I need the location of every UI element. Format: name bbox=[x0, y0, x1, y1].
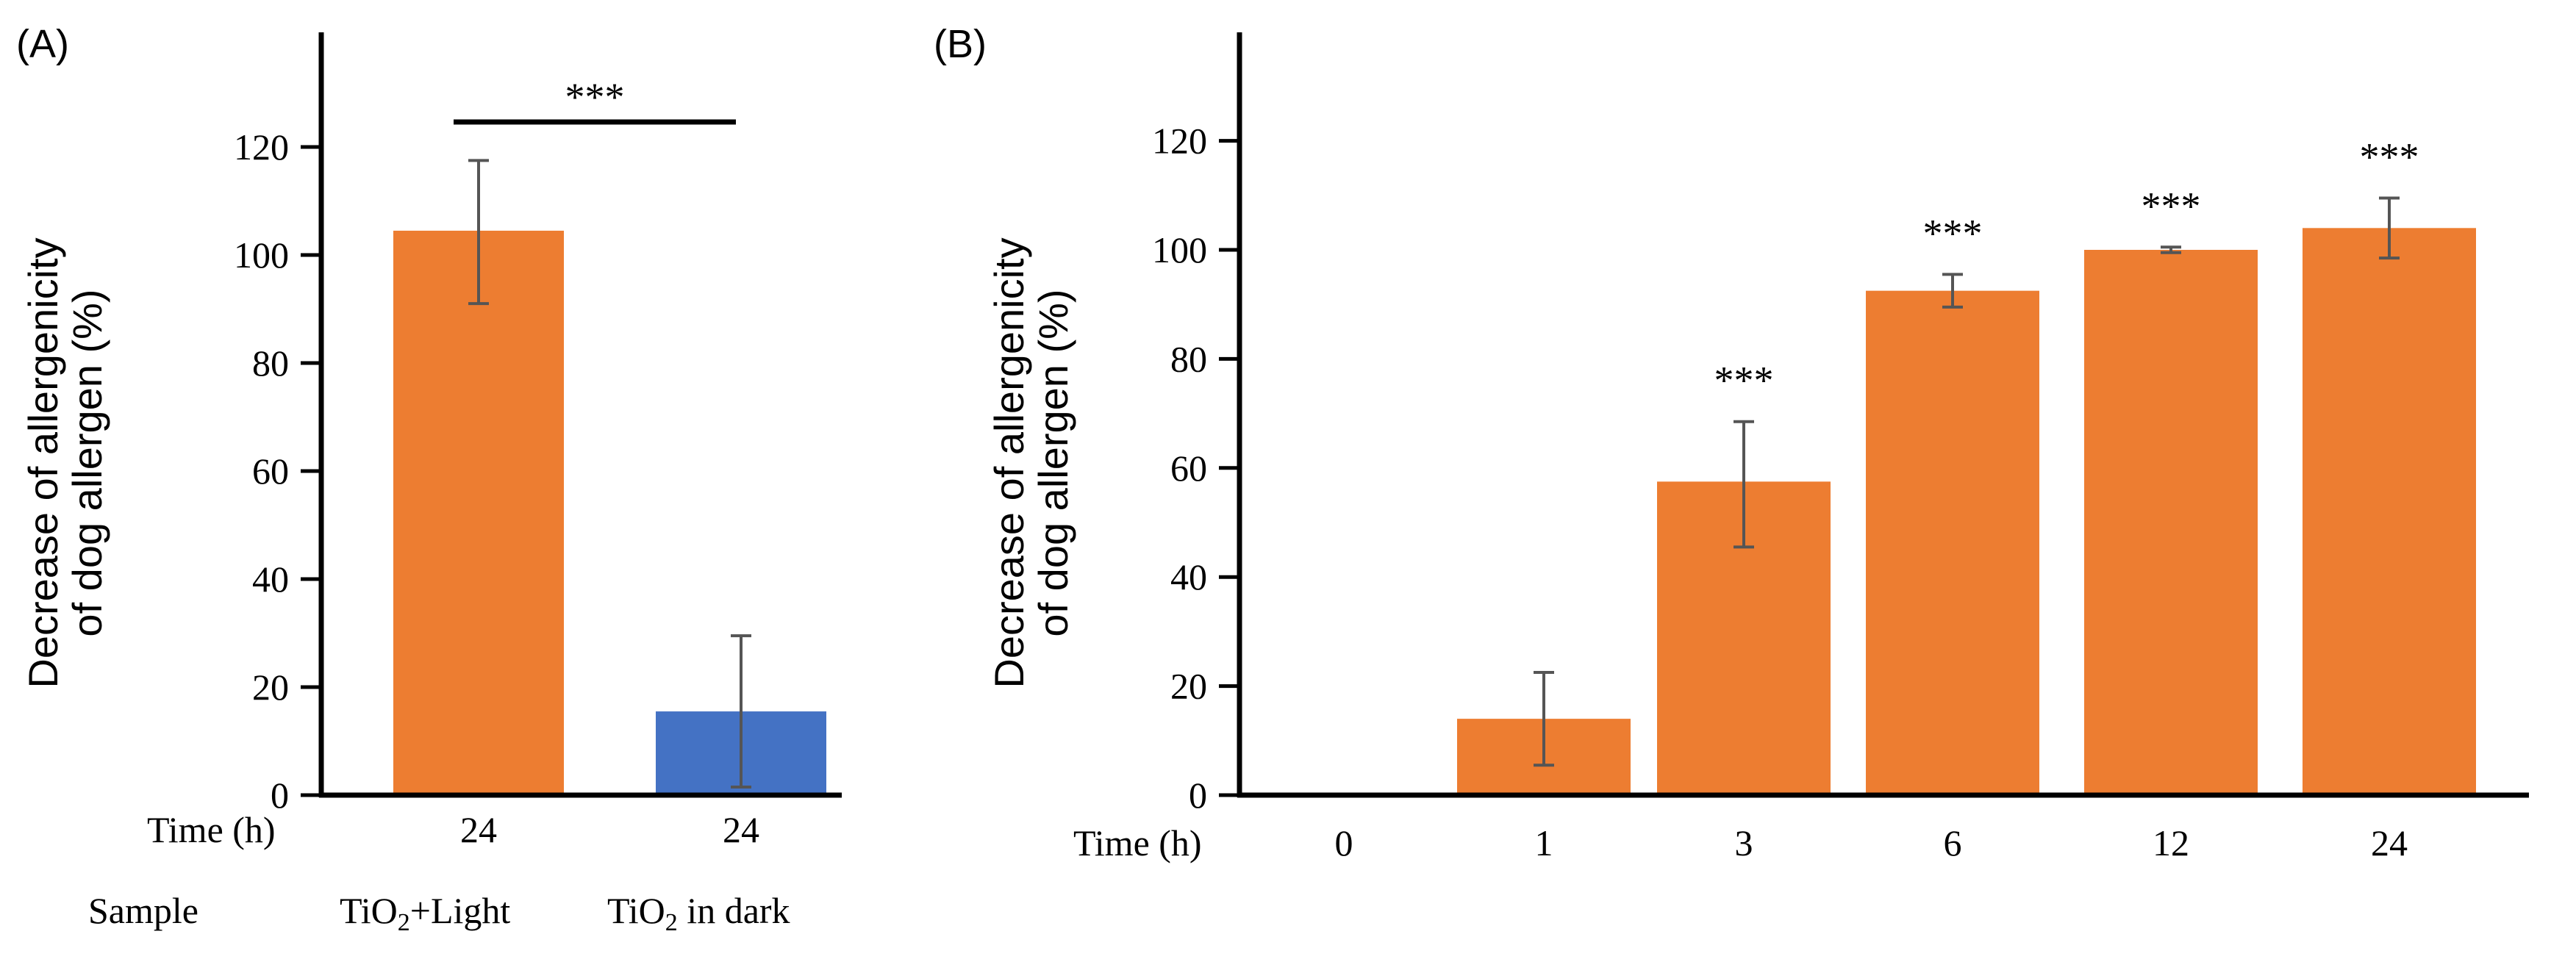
panel-a-y-tick-label: 80 bbox=[252, 342, 289, 384]
panel-a-y-tick-label: 0 bbox=[271, 775, 289, 816]
panel-b-y-axis-title-2: of dog allergen (%) bbox=[1030, 289, 1076, 636]
panel-a-label: (A) bbox=[16, 22, 69, 66]
panel-a-y-axis-title: Decrease of allergenicity bbox=[20, 237, 66, 688]
panel-b-time-label: Time (h) bbox=[1073, 822, 1202, 863]
panel-b-y-tick-label: 80 bbox=[1170, 338, 1207, 379]
panel-a-time-label: Time (h) bbox=[147, 809, 276, 850]
panel-a-y-tick-label: 40 bbox=[252, 558, 289, 600]
panel-b: (B) Decrease of allergenicity of dog all… bbox=[934, 22, 2529, 863]
panel-b-y-tick-label: 100 bbox=[1152, 229, 1207, 270]
panel-b-significance-6h: *** bbox=[1923, 211, 1983, 255]
panel-a-time-value-1: 24 bbox=[460, 809, 497, 850]
panel-b-x-label-1: 1 bbox=[1535, 822, 1553, 863]
panel-b-y-axis-title: Decrease of allergenicity bbox=[986, 237, 1032, 688]
panel-a-y-tick-label: 20 bbox=[252, 667, 289, 708]
panel-b-x-label-6: 6 bbox=[1944, 822, 1962, 863]
panel-a-significance-stars: *** bbox=[565, 75, 625, 119]
panel-b-bar-12h bbox=[2084, 250, 2258, 795]
panel-b-x-labels: 0 1 3 6 12 24 bbox=[1335, 822, 2408, 863]
panel-a-sample-2: TiO2 in dark bbox=[607, 890, 790, 936]
panel-b-x-label-12: 12 bbox=[2153, 822, 2189, 863]
panel-b-x-label-24: 24 bbox=[2371, 822, 2408, 863]
panel-a-y-tick-label: 100 bbox=[234, 234, 289, 276]
panel-b-y-tick-label: 60 bbox=[1170, 448, 1207, 489]
panel-b-significance-12h: *** bbox=[2142, 184, 2201, 228]
panel-a-bars bbox=[393, 159, 826, 795]
panel-b-bar-6h bbox=[1866, 290, 2039, 795]
panel-a-ylabel-line2: of dog allergen (%) bbox=[64, 289, 110, 636]
panel-b-significance-3h: *** bbox=[1714, 359, 1774, 403]
panel-b-significance-24h: *** bbox=[2360, 135, 2419, 179]
panel-a-time-value-2: 24 bbox=[723, 809, 759, 850]
panel-b-bars: *** *** *** *** bbox=[1457, 135, 2476, 795]
panel-a-sample-1: TiO2+Light bbox=[340, 890, 510, 936]
panel-b-y-ticks: 0 20 40 60 80 100 120 bbox=[1152, 121, 1239, 816]
panel-b-label: (B) bbox=[934, 22, 987, 66]
panel-a-sample-label: Sample bbox=[88, 890, 198, 931]
panel-a-y-tick-label: 120 bbox=[234, 126, 289, 168]
panel-a-y-axis-title-2: of dog allergen (%) bbox=[64, 289, 110, 636]
panel-a-ylabel-line1: Decrease of allergenicity bbox=[20, 237, 66, 688]
panel-b-y-tick-label: 0 bbox=[1189, 775, 1207, 816]
panel-b-y-tick-label: 20 bbox=[1170, 666, 1207, 707]
panel-b-bar-24h bbox=[2303, 228, 2476, 795]
panel-a-bar-1 bbox=[393, 230, 564, 795]
panel-b-y-tick-label: 40 bbox=[1170, 556, 1207, 597]
panel-a: (A) Decrease of allergenicity of dog all… bbox=[16, 22, 842, 936]
panel-a-y-tick-label: 60 bbox=[252, 450, 289, 492]
panel-b-ylabel-line2: of dog allergen (%) bbox=[1030, 289, 1076, 636]
panel-a-y-ticks: 0 20 40 60 80 100 120 bbox=[234, 126, 321, 816]
panel-b-ylabel-line1: Decrease of allergenicity bbox=[986, 237, 1032, 688]
panel-b-x-label-0: 0 bbox=[1335, 822, 1353, 863]
panel-b-y-tick-label: 120 bbox=[1152, 121, 1207, 162]
panel-b-x-label-3: 3 bbox=[1735, 822, 1753, 863]
